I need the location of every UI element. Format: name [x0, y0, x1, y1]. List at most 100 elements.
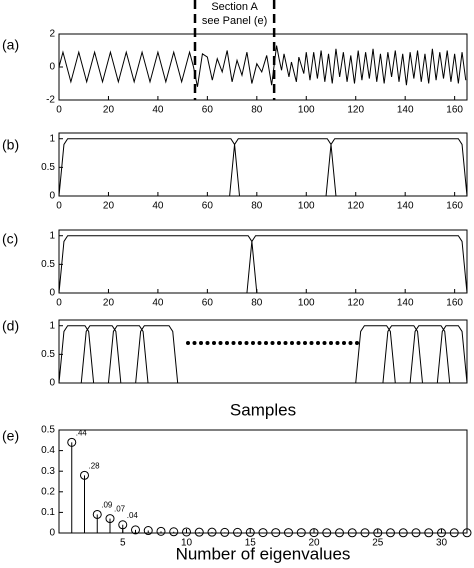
stem-marker — [449, 528, 459, 538]
ellipsis-dot — [212, 341, 216, 345]
ellipsis-dot — [342, 341, 346, 345]
x-tick-label: 60 — [202, 105, 214, 116]
stem-marker — [424, 528, 434, 538]
series-line — [58, 138, 241, 197]
y-tick-label: 2 — [49, 29, 55, 40]
ellipsis-dot — [355, 341, 359, 345]
x-tick-label: 80 — [251, 298, 263, 309]
stem-marker — [169, 527, 179, 537]
stem-marker — [194, 527, 204, 537]
x-tick-label: 20 — [103, 201, 115, 212]
series-line — [58, 45, 467, 87]
stem-marker — [462, 528, 472, 538]
value-label: .07 — [114, 505, 126, 514]
series-line — [58, 325, 95, 384]
stem-marker — [386, 528, 395, 538]
panel-label: (d) — [2, 318, 19, 334]
x-tick-label: 120 — [347, 105, 364, 116]
series-line — [355, 325, 396, 384]
y-tick-label: 0.5 — [41, 259, 55, 270]
x-tick-label: 60 — [202, 201, 214, 212]
ellipsis-dot — [277, 341, 281, 345]
stem-marker — [309, 528, 319, 538]
ellipsis-dot — [199, 341, 203, 345]
x-tick-label: 120 — [347, 298, 364, 309]
ellipsis-dot — [335, 341, 340, 345]
x-tick-label: 60 — [202, 298, 214, 309]
stem-marker — [182, 527, 191, 537]
value-label: .28 — [89, 461, 101, 470]
ellipsis-dot — [329, 341, 333, 345]
y-tick-label: 0 — [49, 528, 55, 539]
axes-frame — [58, 319, 468, 384]
x-tick-label: 160 — [446, 201, 463, 212]
x-tick-label: 40 — [152, 105, 164, 116]
ellipsis-dot — [309, 341, 314, 345]
stem-marker — [360, 528, 370, 538]
ellipsis-dot — [270, 341, 275, 345]
axes-frame — [58, 229, 468, 294]
stem-marker — [258, 528, 268, 538]
x-tick-label: 0 — [56, 105, 62, 116]
y-tick-label: 0 — [49, 62, 55, 73]
y-tick-label: 0.1 — [41, 507, 55, 518]
y-tick-label: 1 — [49, 320, 55, 331]
series-line — [80, 325, 122, 384]
series-line — [229, 138, 337, 197]
stem-marker — [118, 520, 128, 530]
stem-marker — [437, 528, 446, 538]
x-tick-label: 10 — [181, 538, 193, 549]
x-tick-label: 80 — [251, 201, 263, 212]
panel-label: (a) — [2, 37, 19, 53]
stem-marker — [296, 528, 306, 538]
ellipsis-dots — [186, 341, 359, 345]
stem-marker — [233, 527, 242, 537]
x-tick-label: 20 — [103, 105, 115, 116]
stem-marker — [271, 528, 281, 538]
y-tick-label: -2 — [46, 95, 55, 106]
x-tick-label: 40 — [152, 201, 164, 212]
x-axis-label: Samples — [230, 400, 296, 419]
panel-label: (e) — [2, 428, 19, 444]
x-tick-label: 0 — [56, 201, 62, 212]
x-tick-label: 140 — [397, 105, 414, 116]
y-tick-label: 0.2 — [41, 486, 55, 497]
ellipsis-dot — [290, 341, 294, 345]
x-tick-label: 160 — [446, 298, 463, 309]
ellipsis-dot — [283, 341, 288, 345]
stem-marker — [143, 526, 153, 536]
y-tick-label: 0 — [49, 378, 55, 389]
ellipsis-dot — [225, 341, 229, 345]
stem-marker — [411, 528, 421, 538]
series-line — [409, 325, 451, 384]
stem-marker — [373, 528, 383, 538]
x-tick-label: 0 — [56, 298, 62, 309]
y-tick-label: 1 — [49, 230, 55, 241]
stem-marker — [156, 526, 166, 536]
stem-marker — [335, 528, 344, 538]
series-line — [436, 325, 468, 384]
x-tick-label: 25 — [372, 538, 384, 549]
x-axis-label: Number of eigenvalues — [176, 544, 351, 563]
stem-marker — [92, 509, 102, 519]
series-line — [246, 235, 468, 294]
series-line — [58, 235, 258, 294]
stem-marker — [322, 528, 332, 538]
y-tick-label: 0.3 — [41, 466, 55, 477]
series-line — [325, 138, 468, 197]
x-tick-label: 40 — [152, 298, 164, 309]
stem-marker — [207, 527, 217, 537]
ellipsis-dot — [316, 341, 320, 345]
panel-label: (b) — [2, 137, 19, 153]
ellipsis-dot — [348, 341, 353, 345]
y-tick-label: 0.5 — [41, 349, 55, 360]
axes-frame — [58, 429, 468, 534]
stem-marker — [67, 437, 77, 447]
x-tick-label: 80 — [251, 105, 263, 116]
panel-label: (c) — [2, 231, 18, 247]
ellipsis-dot — [251, 341, 255, 345]
x-tick-label: 15 — [245, 538, 257, 549]
ellipsis-dot — [192, 341, 197, 345]
series-line — [107, 325, 149, 384]
